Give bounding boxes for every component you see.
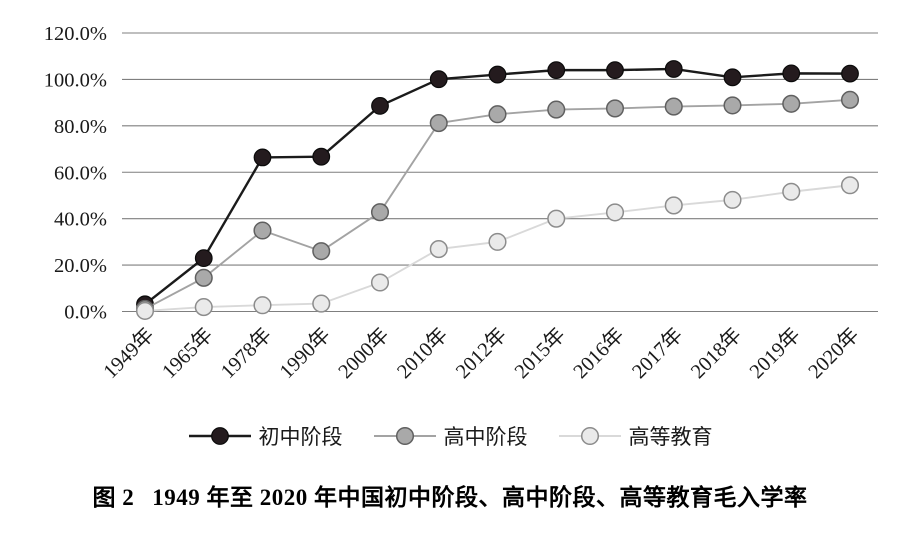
data-point-higher-education bbox=[605, 203, 625, 222]
data-point-junior-secondary bbox=[429, 70, 448, 89]
data-point-junior-secondary bbox=[723, 68, 742, 87]
y-tick-label: 0.0% bbox=[64, 302, 107, 324]
x-tick-label: 1978年 bbox=[216, 323, 276, 383]
y-tick-label: 40.0% bbox=[54, 209, 107, 231]
data-point-higher-education bbox=[664, 196, 683, 215]
data-point-higher-education bbox=[723, 190, 742, 209]
legend-marker-senior-secondary bbox=[373, 426, 436, 446]
data-point-junior-secondary bbox=[253, 148, 272, 167]
data-point-junior-secondary bbox=[488, 65, 507, 84]
legend-item-higher-education: 高等教育 bbox=[558, 421, 713, 451]
data-point-junior-secondary bbox=[194, 249, 213, 268]
legend-label-senior-secondary: 高中阶段 bbox=[443, 425, 528, 449]
data-point-higher-education bbox=[488, 232, 507, 251]
x-tick-label: 2010年 bbox=[393, 323, 453, 383]
data-point-junior-secondary bbox=[312, 147, 331, 166]
series-junior-secondary bbox=[136, 60, 859, 314]
data-point-junior-secondary bbox=[371, 96, 389, 115]
legend-item-senior-secondary: 高中阶段 bbox=[373, 421, 528, 451]
figure-number: 图 2 bbox=[92, 485, 135, 510]
legend-label-higher-education: 高等教育 bbox=[628, 425, 713, 449]
data-point-higher-education bbox=[547, 209, 566, 228]
data-point-senior-secondary bbox=[370, 203, 390, 222]
figure-caption: 图 2 1949 年至 2020 年中国初中阶段、高中阶段、高等教育毛入学率 bbox=[0, 478, 900, 512]
data-point-senior-secondary bbox=[605, 99, 625, 118]
y-tick-label: 60.0% bbox=[54, 162, 107, 184]
data-point-higher-education bbox=[312, 294, 331, 313]
y-tick-label: 20.0% bbox=[54, 255, 107, 277]
data-point-junior-secondary bbox=[664, 60, 683, 78]
figure-title: 1949 年至 2020 年中国初中阶段、高中阶段、高等教育毛入学率 bbox=[152, 485, 808, 510]
data-point-higher-education bbox=[194, 298, 213, 317]
x-tick-label: 2017年 bbox=[628, 323, 688, 383]
legend-marker-junior-secondary bbox=[188, 427, 251, 445]
data-point-senior-secondary bbox=[840, 90, 860, 109]
legend-label-junior-secondary: 初中阶段 bbox=[258, 425, 343, 449]
x-tick-label: 2019年 bbox=[745, 323, 805, 383]
line-chart: 120.0% 100.0% 80.0% 60.0% 40.0% 20.0% 0.0%1949… bbox=[44, 23, 878, 383]
x-tick-label: 2018年 bbox=[686, 323, 746, 383]
x-tick-label: 1990年 bbox=[275, 323, 335, 383]
data-point-higher-education bbox=[840, 176, 860, 195]
x-tick-label: 2020年 bbox=[804, 323, 864, 383]
chart-area: 120.0% 100.0% 80.0% 60.0% 40.0% 20.0% 0.0% 1949… bbox=[44, 23, 878, 383]
data-point-higher-education bbox=[135, 301, 155, 320]
x-tick-label: 2000年 bbox=[334, 323, 394, 383]
data-point-higher-education bbox=[782, 182, 801, 201]
chart-legend: 初中阶段 高中阶段 高等教育 bbox=[0, 418, 900, 454]
data-point-senior-secondary bbox=[488, 105, 507, 124]
data-point-junior-secondary bbox=[782, 64, 801, 83]
series-line-senior-secondary bbox=[144, 98, 851, 310]
y-axis-labels: 120.0% 100.0% 80.0% 60.0% 40.0% 20.0% 0.0% bbox=[44, 23, 107, 324]
data-point-higher-education bbox=[429, 240, 448, 259]
x-tick-label: 2015年 bbox=[510, 323, 570, 383]
data-point-senior-secondary bbox=[253, 221, 272, 240]
y-tick-label: 100.0% bbox=[44, 69, 107, 91]
data-point-senior-secondary bbox=[194, 268, 213, 287]
data-point-higher-education bbox=[253, 296, 272, 315]
data-point-higher-education bbox=[370, 273, 390, 292]
data-point-senior-secondary bbox=[312, 242, 331, 261]
x-tick-label: 2012年 bbox=[451, 323, 511, 383]
y-tick-label: 80.0% bbox=[54, 116, 107, 138]
data-point-junior-secondary bbox=[606, 61, 624, 80]
data-point-junior-secondary bbox=[841, 64, 859, 83]
legend-item-junior-secondary: 初中阶段 bbox=[188, 421, 343, 451]
x-axis-labels: 1949年 1965年 1978年 1990年 2000年 2010年 2012年 2015年… bbox=[99, 323, 864, 383]
x-tick-label: 1965年 bbox=[158, 323, 218, 383]
x-tick-label: 1949年 bbox=[99, 323, 159, 383]
data-point-junior-secondary bbox=[547, 61, 566, 80]
x-tick-label: 2016年 bbox=[569, 323, 629, 383]
gridlines bbox=[122, 32, 878, 313]
data-point-senior-secondary bbox=[664, 97, 683, 116]
data-point-senior-secondary bbox=[723, 96, 742, 115]
data-point-senior-secondary bbox=[429, 113, 448, 133]
data-point-senior-secondary bbox=[547, 100, 566, 119]
y-tick-label: 120.0% bbox=[44, 23, 107, 45]
series-higher-education bbox=[135, 176, 860, 320]
data-point-senior-secondary bbox=[782, 94, 801, 113]
legend-marker-higher-education bbox=[558, 426, 621, 446]
